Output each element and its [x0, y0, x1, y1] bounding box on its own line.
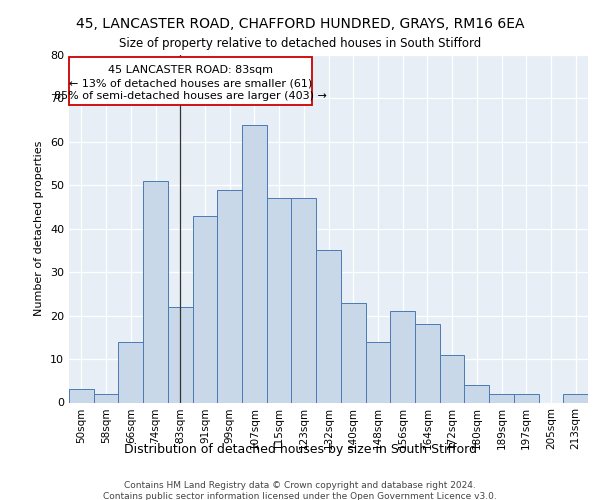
Text: Size of property relative to detached houses in South Stifford: Size of property relative to detached ho…	[119, 38, 481, 51]
Bar	[292, 198, 316, 402]
Bar	[70, 57, 311, 105]
Text: Distribution of detached houses by size in South Stifford: Distribution of detached houses by size …	[124, 442, 476, 456]
Bar	[242, 124, 267, 402]
Bar	[415, 324, 440, 402]
Bar	[143, 181, 168, 402]
Bar	[118, 342, 143, 402]
Text: Contains HM Land Registry data © Crown copyright and database right 2024.: Contains HM Land Registry data © Crown c…	[124, 481, 476, 490]
Bar	[563, 394, 588, 402]
Bar	[489, 394, 514, 402]
Bar	[94, 394, 118, 402]
Bar	[69, 390, 94, 402]
Bar	[514, 394, 539, 402]
Bar	[267, 198, 292, 402]
Bar	[464, 385, 489, 402]
Text: Contains public sector information licensed under the Open Government Licence v3: Contains public sector information licen…	[103, 492, 497, 500]
Bar	[390, 312, 415, 402]
Bar	[316, 250, 341, 402]
Text: 85% of semi-detached houses are larger (403) →: 85% of semi-detached houses are larger (…	[54, 91, 327, 101]
Text: 45 LANCASTER ROAD: 83sqm: 45 LANCASTER ROAD: 83sqm	[108, 65, 273, 75]
Bar	[168, 307, 193, 402]
Bar	[341, 302, 365, 402]
Text: 45, LANCASTER ROAD, CHAFFORD HUNDRED, GRAYS, RM16 6EA: 45, LANCASTER ROAD, CHAFFORD HUNDRED, GR…	[76, 18, 524, 32]
Bar	[440, 354, 464, 403]
Text: ← 13% of detached houses are smaller (61): ← 13% of detached houses are smaller (61…	[69, 78, 312, 88]
Bar	[365, 342, 390, 402]
Bar	[217, 190, 242, 402]
Y-axis label: Number of detached properties: Number of detached properties	[34, 141, 44, 316]
Bar	[193, 216, 217, 402]
